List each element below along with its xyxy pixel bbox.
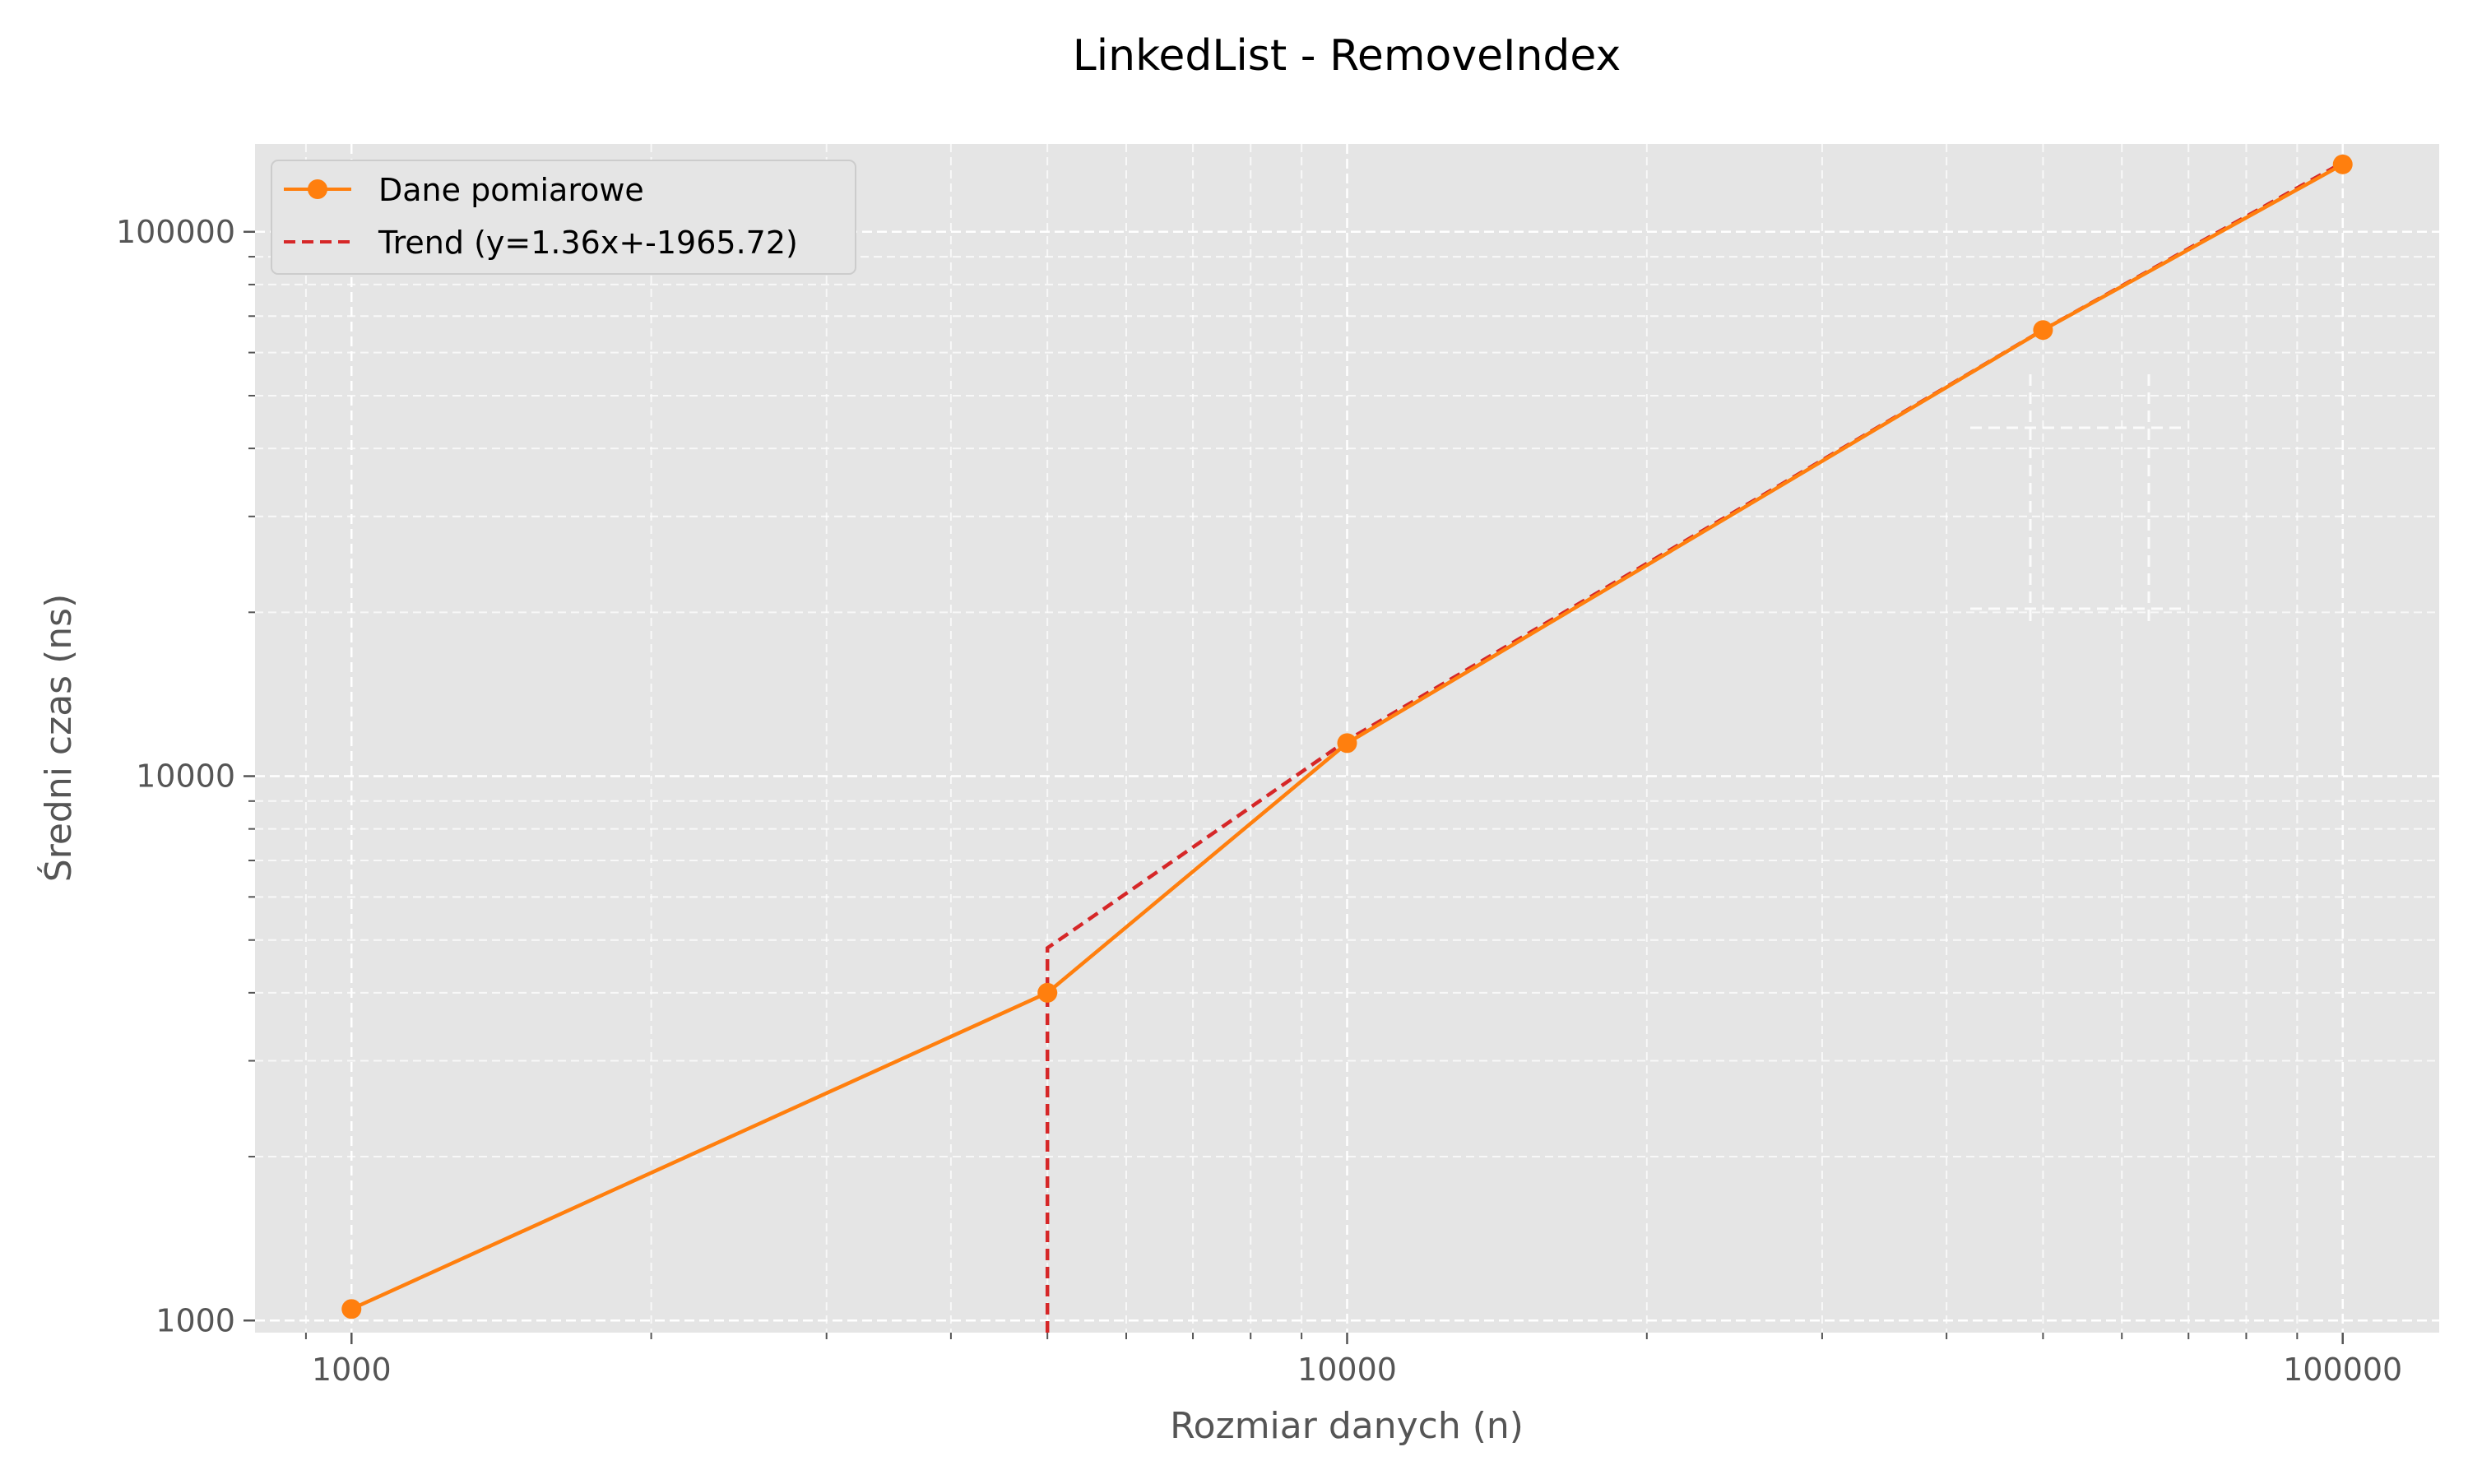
data-point bbox=[1337, 733, 1357, 754]
x-axis-label: Rozmiar danych (n) bbox=[1170, 1405, 1524, 1447]
y-tick-label: 10000 bbox=[136, 758, 235, 795]
grid-artifact bbox=[1970, 374, 2184, 625]
data-point bbox=[1037, 982, 1058, 1003]
chart-title: LinkedList - RemoveIndex bbox=[1073, 31, 1621, 81]
data-point bbox=[2033, 320, 2053, 341]
data-point bbox=[2332, 154, 2353, 174]
legend-box bbox=[271, 160, 856, 275]
y-tick-label: 1000 bbox=[155, 1302, 235, 1338]
x-tick-label: 100000 bbox=[2283, 1352, 2402, 1388]
x-tick-label: 1000 bbox=[312, 1352, 392, 1388]
legend: Dane pomiarowe Trend (y=1.36x+-1965.72) bbox=[271, 160, 856, 275]
legend-marker-measured bbox=[308, 179, 327, 199]
legend-label-measured: Dane pomiarowe bbox=[378, 172, 644, 208]
axis-ticks bbox=[244, 230, 2344, 1344]
x-tick-label: 10000 bbox=[1297, 1352, 1397, 1388]
y-tick-label: 100000 bbox=[116, 214, 235, 250]
y-axis-label: Średni czas (ns) bbox=[36, 594, 80, 882]
legend-label-trend: Trend (y=1.36x+-1965.72) bbox=[378, 225, 798, 261]
data-point bbox=[341, 1299, 362, 1319]
tick-labels: 1000 10000 100000 1000 10000 100000 bbox=[116, 214, 2402, 1388]
series-layer bbox=[341, 154, 2353, 1333]
minor-grid bbox=[255, 144, 2439, 1333]
